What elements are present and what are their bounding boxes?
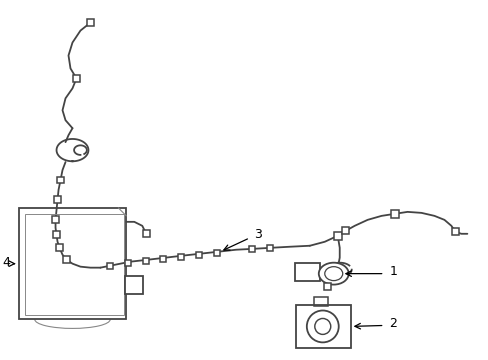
Bar — [390, 210, 398, 218]
Bar — [333, 232, 341, 240]
Text: 2: 2 — [389, 317, 397, 330]
Bar — [24, 214, 124, 315]
Bar — [19, 208, 126, 319]
Bar — [125, 260, 131, 266]
Bar — [73, 75, 80, 82]
Bar — [142, 230, 149, 237]
Bar — [160, 256, 166, 262]
Bar — [107, 263, 113, 269]
Text: 1: 1 — [389, 265, 397, 278]
Bar — [196, 252, 202, 258]
Bar — [294, 263, 319, 280]
Bar — [248, 246, 254, 252]
Bar — [451, 228, 458, 235]
Bar — [53, 231, 60, 238]
Ellipse shape — [324, 267, 342, 280]
Bar — [313, 297, 327, 306]
Text: 4: 4 — [2, 256, 11, 269]
Bar — [56, 244, 63, 251]
Bar — [63, 256, 70, 263]
Text: 3: 3 — [253, 228, 261, 241]
Bar — [178, 254, 184, 260]
Bar — [52, 216, 59, 223]
Bar — [57, 176, 64, 184]
Bar — [324, 283, 330, 290]
Bar — [295, 305, 350, 348]
Bar — [54, 197, 61, 203]
Ellipse shape — [318, 263, 348, 285]
Bar — [342, 227, 348, 234]
Bar — [87, 19, 94, 26]
Bar — [266, 245, 272, 251]
Circle shape — [314, 319, 330, 334]
Circle shape — [306, 310, 338, 342]
Bar — [214, 250, 220, 256]
Bar — [143, 258, 149, 264]
Bar — [125, 276, 143, 293]
